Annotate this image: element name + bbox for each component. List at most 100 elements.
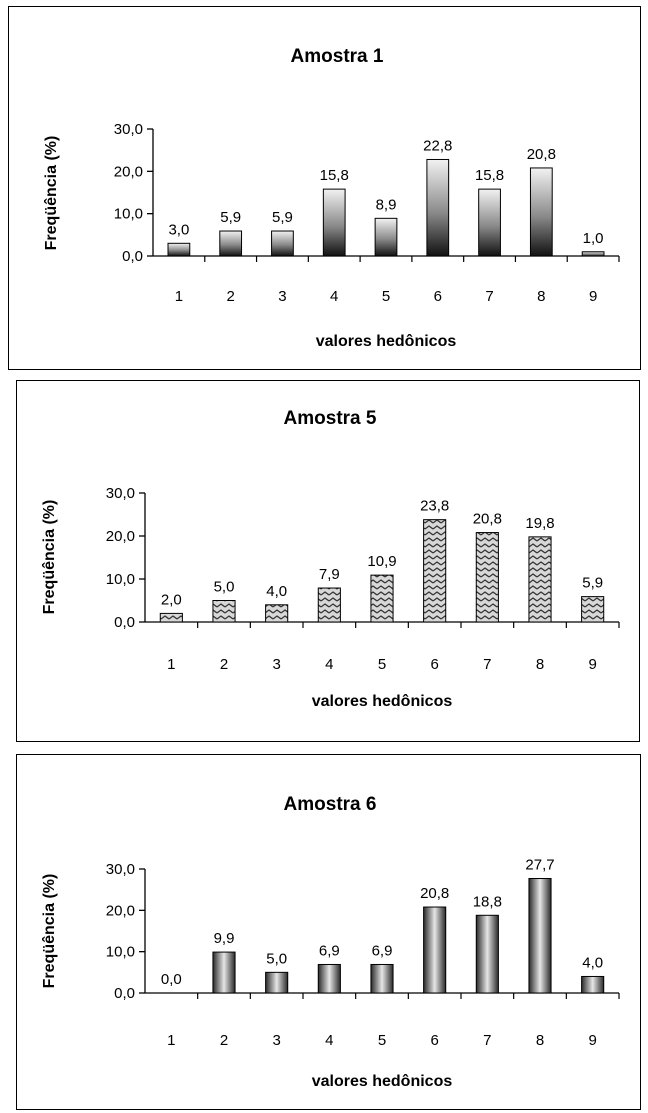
y-axis-title: Freqüência (%) bbox=[43, 136, 60, 251]
y-tick-label: 30,0 bbox=[106, 485, 135, 502]
data-label: 5,9 bbox=[582, 575, 603, 592]
bar-3 bbox=[265, 604, 289, 623]
x-axis-title: valores hedônicos bbox=[312, 693, 453, 710]
data-label: 8,9 bbox=[376, 196, 397, 213]
chart-title: Amostra 6 bbox=[284, 794, 377, 815]
data-label: 19,8 bbox=[525, 515, 554, 532]
data-label: 20,8 bbox=[473, 511, 502, 528]
bar-8 bbox=[528, 878, 552, 994]
x-tick-label: 1 bbox=[167, 656, 175, 673]
data-label: 5,9 bbox=[272, 209, 293, 226]
x-axis-title: valores hedônicos bbox=[316, 333, 457, 350]
data-label: 20,8 bbox=[527, 146, 556, 163]
chart-panel-amostra-6: Amostra 6 0,0 10,0 20,0 30,0 Freqüência (%) 0,… bbox=[16, 754, 641, 1110]
bar-8 bbox=[528, 536, 552, 623]
bar-chart-amostra-1: Amostra 1 0,0 10,0 20,0 30,0 Freqüência (%) 3,… bbox=[43, 46, 620, 350]
x-tick-label: 6 bbox=[434, 288, 442, 305]
bar-chart-amostra-6: Amostra 6 0,0 10,0 20,0 30,0 Freqüência (%) 0,… bbox=[41, 794, 620, 1090]
bar-7 bbox=[475, 532, 499, 623]
bar-9 bbox=[581, 251, 605, 257]
bar-8 bbox=[529, 167, 553, 257]
bar-chart-amostra-5: Amostra 5 0,0 10,0 20,0 30,0 Freqüência (%) 2,… bbox=[41, 408, 620, 710]
data-label: 3,0 bbox=[168, 221, 189, 238]
x-tick-label: 2 bbox=[226, 288, 234, 305]
x-tick-label: 5 bbox=[378, 1032, 386, 1049]
data-label: 2,0 bbox=[161, 591, 182, 608]
y-axis-title: Freqüência (%) bbox=[41, 874, 58, 989]
x-tick-label: 9 bbox=[589, 288, 597, 305]
bar-6 bbox=[423, 906, 447, 994]
y-tick-label: 0,0 bbox=[114, 614, 135, 631]
data-label: 27,7 bbox=[525, 857, 554, 874]
data-label: 6,9 bbox=[319, 942, 340, 959]
y-tick-label: 30,0 bbox=[106, 861, 135, 878]
x-tick-label: 5 bbox=[378, 656, 386, 673]
y-tick-label: 10,0 bbox=[106, 944, 135, 961]
chart-panel-amostra-1: Amostra 1 0,0 10,0 20,0 30,0 Freqüência (%) 3,… bbox=[8, 6, 641, 370]
x-tick-label: 4 bbox=[330, 288, 338, 305]
bar-6 bbox=[423, 519, 447, 623]
data-label: 4,0 bbox=[266, 583, 287, 600]
x-tick-label: 8 bbox=[536, 1032, 544, 1049]
chart-title: Amostra 5 bbox=[284, 408, 377, 429]
x-tick-label: 6 bbox=[430, 656, 438, 673]
y-tick-label: 0,0 bbox=[122, 248, 143, 265]
y-tick-label: 20,0 bbox=[106, 902, 135, 919]
data-label: 9,9 bbox=[214, 930, 235, 947]
x-tick-label: 7 bbox=[483, 1032, 491, 1049]
y-tick-label: 10,0 bbox=[114, 206, 143, 223]
bar-9 bbox=[581, 596, 605, 623]
data-label: 22,8 bbox=[423, 137, 452, 154]
x-tick-label: 8 bbox=[536, 656, 544, 673]
data-label: 6,9 bbox=[372, 942, 393, 959]
x-tick-label: 3 bbox=[272, 1032, 280, 1049]
y-tick-label: 0,0 bbox=[114, 985, 135, 1002]
bar-6 bbox=[426, 158, 450, 257]
data-label: 10,9 bbox=[367, 553, 396, 570]
x-tick-label: 5 bbox=[382, 288, 390, 305]
bar-2 bbox=[212, 951, 236, 994]
chart-panel-amostra-5: Amostra 5 0,0 10,0 20,0 30,0 Freqüência (%) 2,… bbox=[16, 380, 640, 742]
x-tick-label: 4 bbox=[325, 656, 333, 673]
data-label: 0,0 bbox=[161, 971, 182, 988]
bar-7 bbox=[475, 914, 499, 994]
bar-5 bbox=[374, 217, 398, 257]
data-label: 20,8 bbox=[420, 885, 449, 902]
x-tick-label: 7 bbox=[483, 656, 491, 673]
bar-7 bbox=[478, 188, 501, 257]
x-tick-label: 9 bbox=[588, 1032, 596, 1049]
bar-4 bbox=[322, 188, 346, 257]
bar-5 bbox=[370, 963, 394, 994]
x-tick-label: 8 bbox=[537, 288, 545, 305]
data-label: 5,9 bbox=[220, 209, 241, 226]
x-tick-label: 1 bbox=[175, 288, 183, 305]
x-tick-label: 3 bbox=[272, 656, 280, 673]
x-tick-label: 9 bbox=[588, 656, 596, 673]
data-label: 5,0 bbox=[266, 950, 287, 967]
bar-9 bbox=[581, 975, 605, 994]
data-label: 4,0 bbox=[582, 954, 603, 971]
y-tick-label: 20,0 bbox=[106, 528, 135, 545]
data-label: 1,0 bbox=[583, 230, 604, 247]
bar-2 bbox=[219, 230, 243, 257]
bar-3 bbox=[271, 230, 294, 257]
bar-1 bbox=[159, 612, 183, 623]
y-axis-title: Freqüência (%) bbox=[41, 500, 58, 615]
x-tick-label: 1 bbox=[167, 1032, 175, 1049]
y-tick-label: 10,0 bbox=[106, 571, 135, 588]
bar-1 bbox=[167, 242, 191, 257]
bar-5 bbox=[370, 574, 394, 623]
bar-4 bbox=[317, 963, 341, 994]
x-axis-title: valores hedônicos bbox=[312, 1073, 453, 1090]
bar-3 bbox=[265, 971, 289, 994]
data-label: 23,8 bbox=[420, 498, 449, 515]
bar-4 bbox=[317, 587, 341, 623]
chart-title: Amostra 1 bbox=[291, 46, 384, 67]
x-tick-label: 2 bbox=[220, 1032, 228, 1049]
data-label: 18,8 bbox=[473, 893, 502, 910]
y-tick-label: 30,0 bbox=[114, 121, 143, 138]
x-tick-label: 6 bbox=[430, 1032, 438, 1049]
data-label: 15,8 bbox=[320, 167, 349, 184]
bar-2 bbox=[212, 600, 236, 623]
data-label: 15,8 bbox=[475, 167, 504, 184]
